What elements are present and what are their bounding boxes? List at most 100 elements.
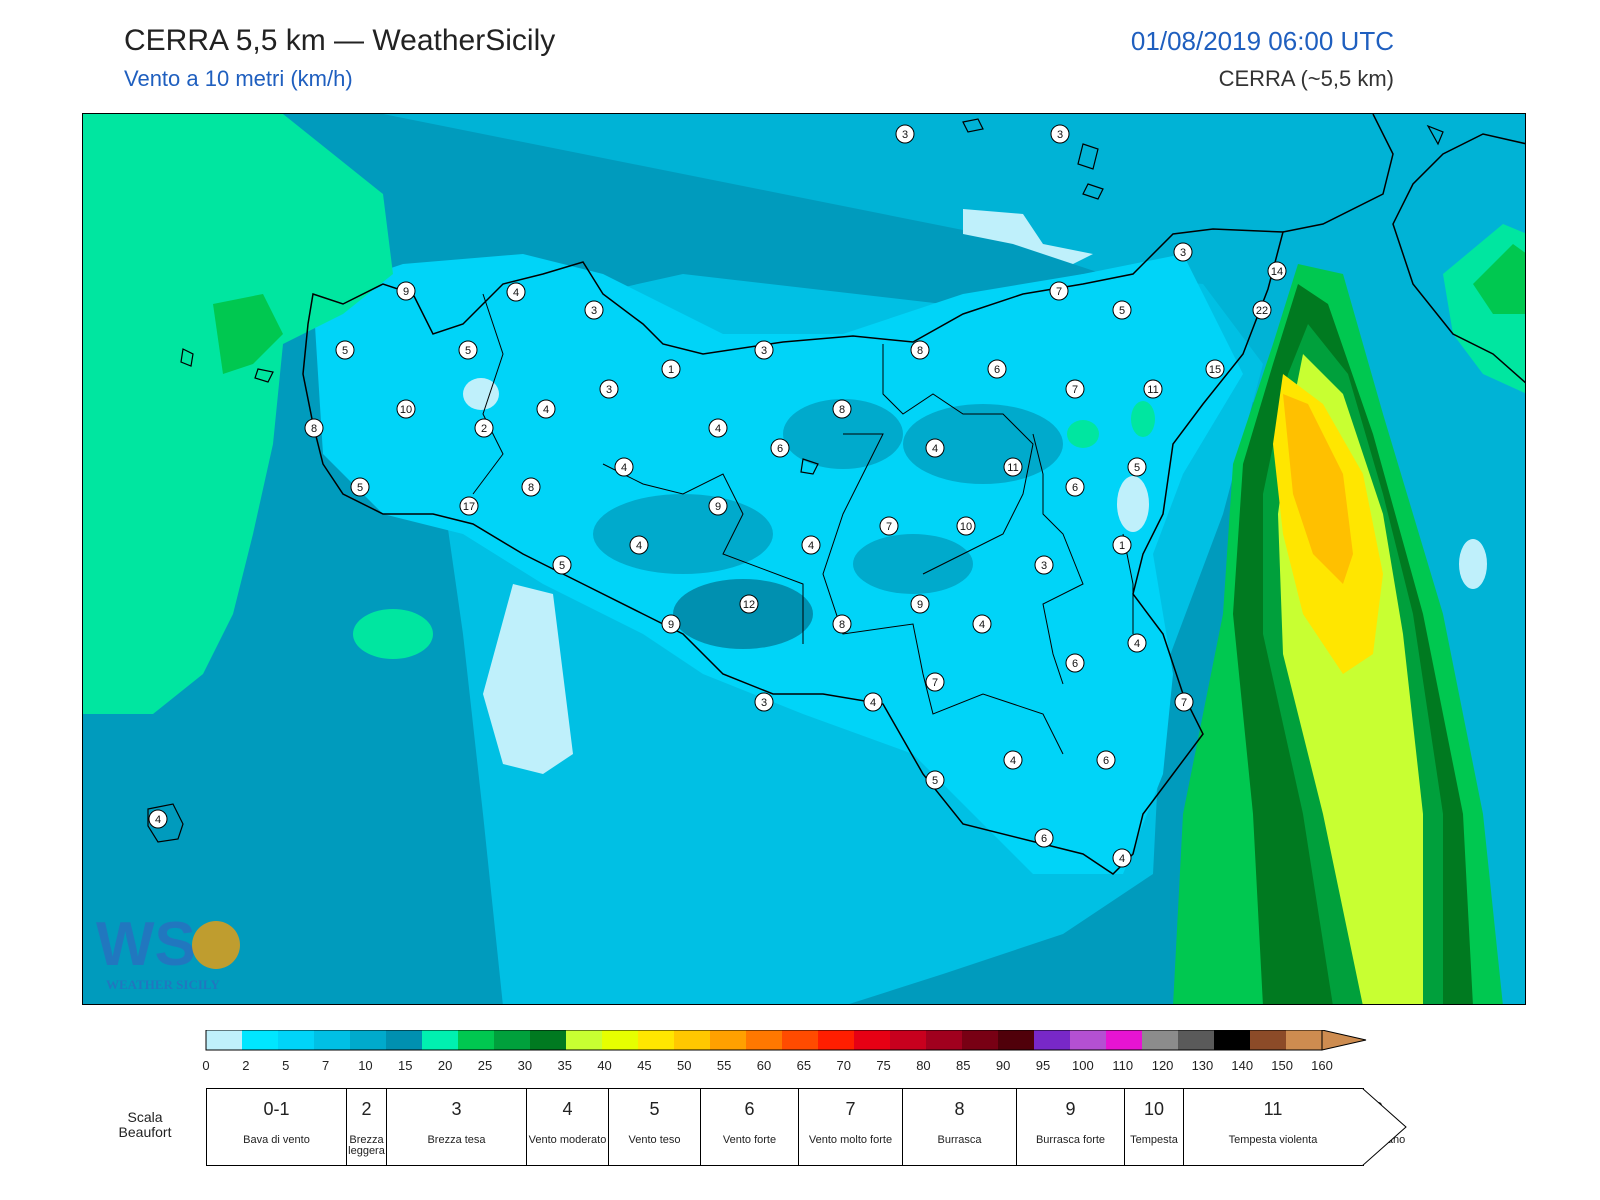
aqua-patch-east [1131,401,1155,437]
legend-swatch [278,1030,315,1050]
station-marker: 9 [708,496,728,516]
legend-tick: 15 [398,1058,412,1073]
legend-swatch [494,1030,531,1050]
calabria-green-patch [1473,244,1525,314]
legend-tick: 150 [1271,1058,1293,1073]
station-marker: 7 [1049,281,1069,301]
station-marker: 17 [459,496,479,516]
station-value: 8 [839,619,845,631]
station-circle [1112,535,1132,555]
legend-tick: 25 [478,1058,492,1073]
station-marker: 4 [708,418,728,438]
wind-map[interactable]: 3 3 3 14 22 15 9 4 3 5 5 1 3 8 7 5 6 7 11 3 10 4 8 8 2 4 4 6 4 11 5 5 8 6… [82,113,1526,1005]
station-value: 3 [902,129,908,141]
station-value: 3 [761,697,767,709]
beaufort-number: 10 [1143,1099,1165,1119]
beaufort-number: 9 [1065,1099,1076,1119]
legend-arrow-icon [1321,1030,1367,1051]
station-marker: 1 [1112,535,1132,555]
station-circle [599,379,619,399]
station-marker: 4 [614,457,634,477]
station-value: 9 [668,619,674,631]
station-marker: 8 [521,477,541,497]
station-marker: 3 [1050,124,1070,144]
legend-swatch [1142,1030,1179,1050]
station-circle [1112,848,1132,868]
west-wind-zone [83,114,393,714]
beaufort-title: Scala Beaufort [118,1109,172,1140]
legend-swatch [458,1030,495,1050]
legend-tick: 30 [518,1058,532,1073]
station-circle [1174,692,1194,712]
beaufort-level: 10 Tempesta [1124,1088,1184,1166]
legend-swatch [818,1030,855,1050]
station-marker: 7 [1174,692,1194,712]
station-circle [1065,653,1085,673]
station-marker: 5 [458,340,478,360]
station-circle [1112,300,1132,320]
station-circle [459,496,479,516]
legend-swatch [1286,1030,1323,1050]
legend-tick: 120 [1152,1058,1174,1073]
station-value: 14 [1271,266,1283,278]
station-value: 6 [1103,755,1109,767]
logo-mark: WS [96,910,196,979]
station-circle [1003,750,1023,770]
station-value: 4 [932,443,938,455]
sicily-coastline [302,228,1284,875]
legend-swatch [566,1030,603,1050]
beaufort-label: Tempesta [1130,1134,1178,1146]
beaufort-label: Bava di vento [243,1134,310,1146]
station-marker: 5 [1127,457,1147,477]
calm-patch-2 [1117,476,1149,532]
station-marker: 4 [506,282,526,302]
station-circle [661,614,681,634]
station-circle [770,438,790,458]
station-marker: 8 [832,614,852,634]
beaufort-label: Vento molto forte [808,1134,893,1146]
legend-swatch [1106,1030,1143,1050]
station-value: 4 [543,404,549,416]
station-value: 1 [1119,540,1125,552]
pantelleria-island [147,803,184,843]
model-label: CERRA (~5,5 km) [1218,66,1394,91]
station-circle [708,496,728,516]
station-circle [708,418,728,438]
beaufort-label: Vento forte [722,1134,777,1146]
station-marker: 6 [1065,477,1085,497]
west-green-patch [213,294,283,374]
station-value: 4 [715,423,721,435]
station-circle [1267,261,1287,281]
calm-area-south [483,584,573,774]
beaufort-number: 3 [451,1099,462,1119]
station-value: 4 [155,814,161,826]
legend-swatch [602,1030,639,1050]
station-circle [661,359,681,379]
station-circle [972,614,992,634]
legend-tick: 20 [438,1058,452,1073]
station-circle [474,418,494,438]
station-value: 7 [932,677,938,689]
station-circle [895,124,915,144]
beaufort-level: 11 Tempesta violenta [1183,1088,1363,1166]
legend-tick-labels: 0 2 5 7 10 15 20 25 30 35 40 45 50 55 60 65 70 75 80 85 90 95… [202,1058,1332,1073]
legend-tick: 100 [1072,1058,1094,1073]
station-circle [614,457,634,477]
beaufort-label: Burrasca [937,1134,982,1146]
legend-tick: 45 [637,1058,651,1073]
station-value: 4 [1119,853,1125,865]
lake-pozzillo [800,458,819,475]
station-marker: 4 [629,535,649,555]
station-circle [396,399,416,419]
station-value: 3 [1180,247,1186,259]
station-circle [754,340,774,360]
station-circle [396,281,416,301]
station-value: 4 [808,540,814,552]
legend-tick: 5 [282,1058,289,1073]
legend-tick: 110 [1112,1058,1133,1073]
station-value: 6 [777,443,783,455]
station-value: 4 [870,697,876,709]
beaufort-number: 2 [361,1099,372,1119]
legend-swatch [926,1030,963,1050]
